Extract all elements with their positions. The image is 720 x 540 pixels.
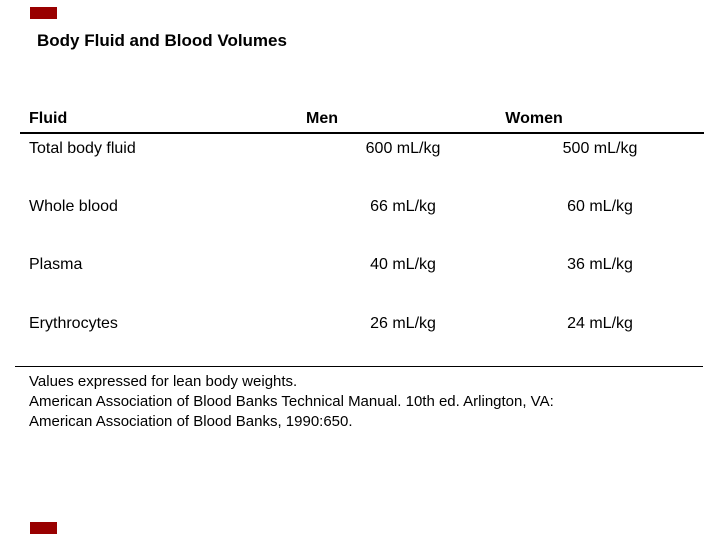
header-rule [20, 132, 704, 134]
cell-men-value: 600 mL/kg [365, 140, 441, 157]
cell-women-value: 36 mL/kg [567, 256, 633, 273]
footnote-line: American Association of Blood Banks, 199… [29, 413, 353, 430]
accent-bar-top [30, 7, 57, 19]
cell-fluid-label: Total body fluid [29, 140, 136, 157]
column-header-men: Men [306, 110, 338, 127]
accent-bar-bottom [30, 522, 57, 534]
cell-men-value: 66 mL/kg [370, 198, 436, 215]
cell-men-value: 40 mL/kg [370, 256, 436, 273]
table-row: Total body fluid 600 mL/kg 500 mL/kg [0, 139, 720, 159]
table-header-row: Fluid Men Women [0, 109, 720, 129]
footnote: Values expressed for lean body weights. … [29, 372, 554, 432]
table-row: Plasma 40 mL/kg 36 mL/kg [0, 255, 720, 275]
cell-women-value: 60 mL/kg [567, 198, 633, 215]
column-header-women: Women [505, 110, 563, 127]
footnote-rule [15, 366, 703, 367]
column-header-fluid: Fluid [29, 110, 68, 127]
cell-fluid-label: Whole blood [29, 198, 118, 215]
cell-men-value: 26 mL/kg [370, 315, 436, 332]
footnote-line: American Association of Blood Banks Tech… [29, 393, 554, 410]
table-row: Whole blood 66 mL/kg 60 mL/kg [0, 197, 720, 217]
cell-women-value: 24 mL/kg [567, 315, 633, 332]
cell-women-value: 500 mL/kg [562, 140, 638, 157]
table-row: Erythrocytes 26 mL/kg 24 mL/kg [0, 314, 720, 334]
footnote-line: Values expressed for lean body weights. [29, 373, 298, 390]
slide-title: Body Fluid and Blood Volumes [37, 31, 287, 50]
cell-fluid-label: Erythrocytes [29, 315, 118, 332]
cell-fluid-label: Plasma [29, 256, 83, 273]
